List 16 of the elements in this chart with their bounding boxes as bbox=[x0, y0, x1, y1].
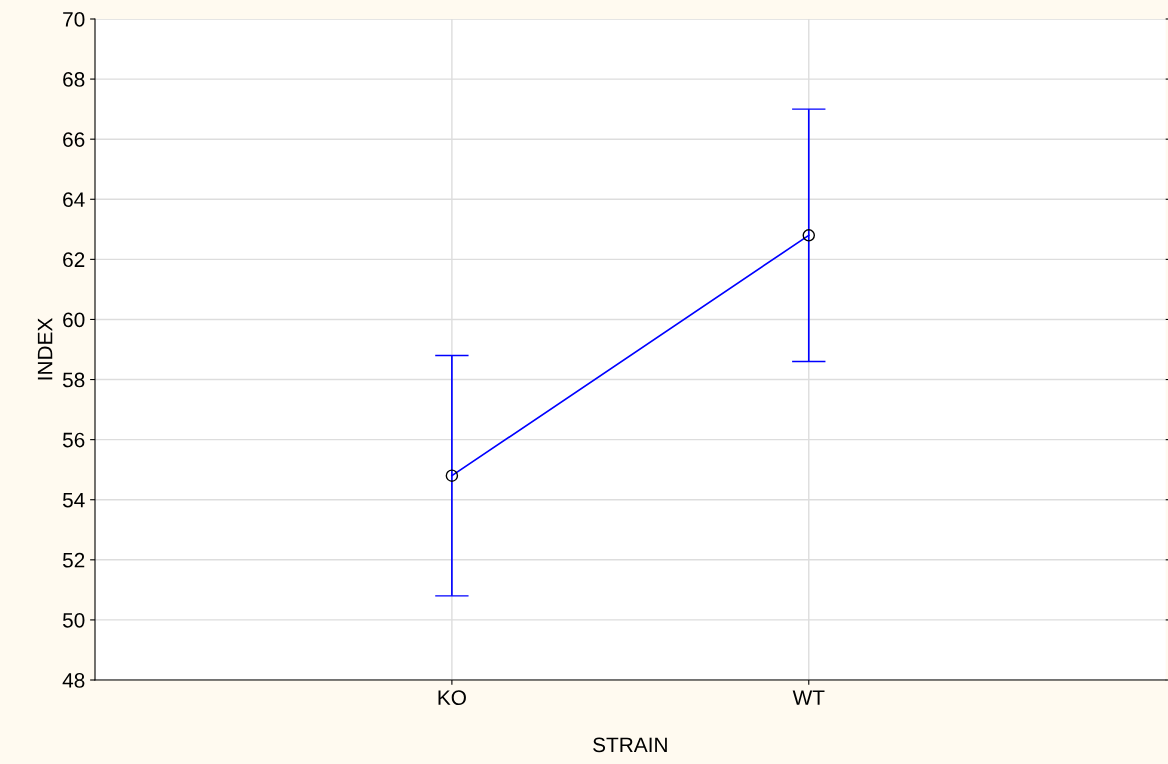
x-tick-label: WT bbox=[792, 690, 825, 705]
y-tick-label: 56 bbox=[62, 432, 85, 448]
y-tick-label: 64 bbox=[63, 192, 85, 208]
y-axis-title: INDEX bbox=[37, 318, 53, 380]
x-axis-title: STRAIN bbox=[593, 737, 667, 753]
y-tick-label: 52 bbox=[62, 552, 85, 568]
y-tick-label: 62 bbox=[63, 252, 85, 268]
y-tick-label: 66 bbox=[63, 132, 85, 147]
x-tick-label: KO bbox=[438, 690, 466, 706]
y-tick-label: 58 bbox=[62, 372, 85, 388]
y-tick-label: 70 bbox=[63, 12, 85, 27]
y-tick-label: 68 bbox=[63, 72, 85, 87]
y-tick-label: 48 bbox=[62, 673, 85, 688]
y-tick-label: 50 bbox=[62, 612, 85, 628]
y-tick-label: 60 bbox=[63, 312, 85, 328]
y-tick-label: 54 bbox=[62, 492, 85, 508]
